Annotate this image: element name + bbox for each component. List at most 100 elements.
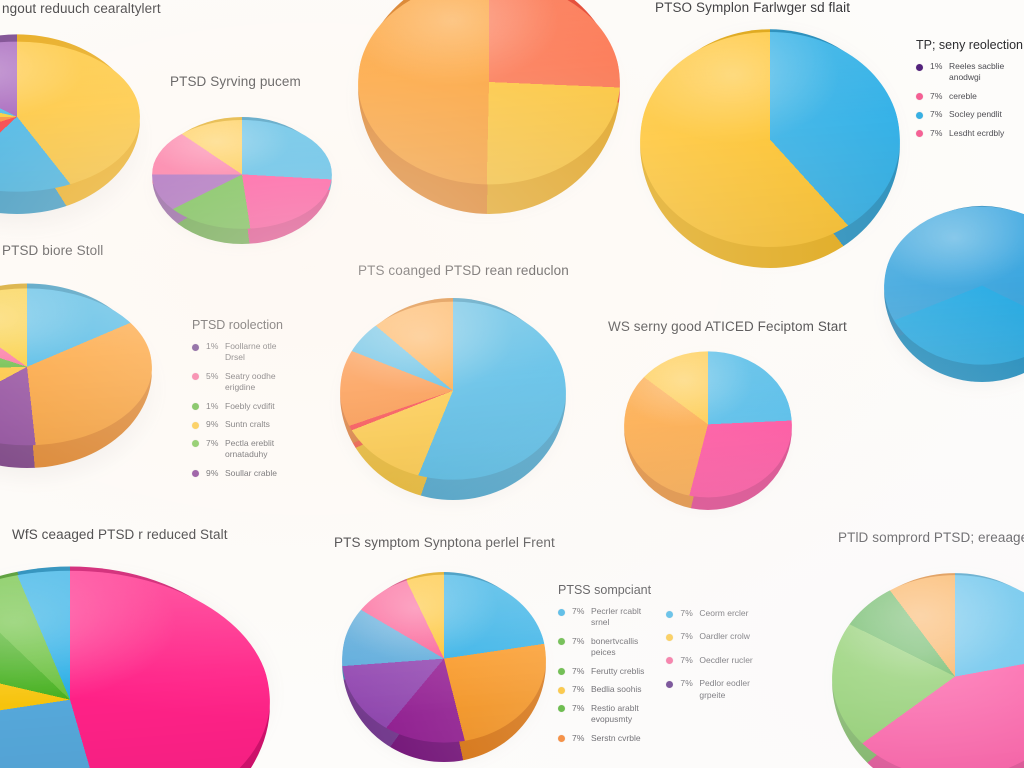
legend-color-swatch [916,63,923,71]
legend-color-swatch [916,93,923,101]
legend-item[interactable]: 5% Seatry oodhe erigdine [192,371,277,394]
legend-label: Serstn cvrble [591,732,641,743]
legend-color-swatch [558,668,565,676]
legend-color-swatch [192,403,199,411]
legend-color-swatch [192,440,199,448]
chart-title-top-left-2: PTSD Syrving pucem [170,74,301,89]
legend-label: bonertvcallis peices [591,635,639,658]
legend-item[interactable]: 1% Reeles sacblie anodwgi [916,61,1004,84]
pie-chart-bottom-center[interactable] [342,562,546,762]
pie-chart-top-left-2[interactable] [152,108,332,244]
pie-chart-top-right[interactable] [640,18,900,268]
chart-title-bottom-center: PTS symptom Synptona perlel Frent [334,535,555,550]
legend-item[interactable]: 9% Soullar crable [192,468,277,479]
legend-item[interactable]: 7% Bedlia soohis [558,684,644,695]
legend-color-swatch [666,680,674,688]
legend-item[interactable]: 7% Pedlor eodler grpeite [666,678,752,701]
pie-chart-mid-center[interactable] [340,288,566,500]
legend-percentage: 7% [206,437,219,448]
legend-item[interactable]: 7% bonertvcallis peices [558,636,644,659]
chart-title-top-right: PTSO Symplon Farlwger sd flait [655,0,851,15]
pie-chart-top-left[interactable] [0,24,140,214]
legend-color-swatch [666,610,674,618]
legend-percentage: 1% [930,61,943,71]
legend-item[interactable]: 7% Pecrler rcablt srnel [558,606,644,629]
legend-label: Suntn cralts [225,419,270,430]
legend-color-swatch [666,657,674,665]
legend-percentage: 7% [930,109,943,120]
pie-chart-right-upper[interactable] [884,196,1024,382]
legend-label: Socley pendlit [949,109,1002,120]
chart-title-mid-center: PTS coanged PTSD rean reduclon [358,263,569,278]
pie-chart-mid-right[interactable] [624,344,792,510]
legend-item[interactable]: 7% Serstn cvrble [558,733,644,744]
legend-color-swatch [558,686,565,694]
legend-color-swatch [192,470,199,478]
legend-item[interactable]: 1% Foebly cvdifit [192,401,277,412]
pie-chart-mid-left[interactable] [0,272,152,468]
legend-title: PTSD roolection [192,318,284,332]
legend-color-swatch [558,705,565,713]
chart-title-bottom-right: PTlD somprord PTSD; ereaage sulr [838,530,1024,545]
legend-item[interactable]: 7% Restio arablt evopusmty [558,703,644,726]
legend-top-right: TP; seny reolection 1% Reeles sacblie ano… [916,38,1023,146]
legend-label: Reeles sacblie anodwgi [949,61,1005,83]
legend-label: Soullar crable [225,467,277,478]
chart-title-top-left: ngout reduuch cearaltylert [2,1,161,16]
chart-title-mid-right: WS serny good ATICED Feciptom Start [608,319,847,334]
chart-title-mid-left: PTSD biore Stoll [2,243,104,258]
legend-label: Bedlia soohis [591,684,642,695]
legend-item[interactable]: 7% Socley pendlit [916,109,1004,120]
legend-percentage: 7% [680,678,694,689]
legend-item[interactable]: 7% Lesdht ecrdbly [916,128,1004,139]
legend-percentage: 7% [572,665,585,676]
legend-percentage: 7% [572,606,585,616]
legend-column-2: 7% Ceorm ercler 7% Oardler crolw 7% Oecd… [666,608,753,751]
pie-chart-bottom-right[interactable] [832,562,1024,768]
legend-item[interactable]: 9% Suntn cralts [192,419,277,430]
pie-chart-bottom-left[interactable] [0,554,270,768]
legend-color-swatch [192,373,199,381]
pie-chart-top-center[interactable] [358,0,620,214]
chart-title-bottom-left: WfS ceaaged PTSD r reduced Stalt [12,527,228,542]
legend-label: Pecrler rcablt srnel [591,606,642,628]
legend-title: TP; seny reolection [916,38,1023,52]
legend-label: Oardler crolw [699,631,750,642]
legend-item[interactable]: 1% Foollarne otle Drsel [192,341,277,364]
legend-column: 1% Foollarne otle Drsel 5% Seatry oodhe er… [192,341,277,486]
legend-item[interactable]: 7% Oecdler rucler [666,654,753,666]
legend-bottom-center: PTSS sompciant 7% Pecrler rcablt srnel 7%… [558,583,753,751]
legend-label: Ceorm ercler [699,608,749,618]
legend-label: Restio arablt evopusmty [591,702,639,725]
legend-percentage: 7% [680,608,694,618]
legend-color-swatch [558,735,565,743]
legend-label: Pedlor eodler grpeite [699,678,750,700]
legend-label: Foollarne otle Drsel [225,341,277,363]
legend-percentage: 7% [572,702,585,713]
legend-percentage: 7% [572,684,585,695]
legend-percentage: 5% [206,370,219,381]
legend-percentage: 7% [572,732,585,743]
legend-item[interactable]: 7% Pectla ereblit ornataduhy [192,438,277,461]
legend-percentage: 7% [930,90,943,101]
legend-color-swatch [666,633,674,641]
legend-label: Ferutty creblis [591,665,645,676]
legend-item[interactable]: 7% Oardler crolw [666,631,752,642]
legend-color-swatch [558,608,565,616]
legend-color-swatch [192,421,199,429]
legend-title: PTSS sompciant [558,583,652,597]
legend-item[interactable]: 7% Ferutty creblis [558,666,644,677]
legend-column: 1% Reeles sacblie anodwgi 7% cereble 7% S… [916,61,1004,146]
legend-percentage: 1% [206,400,219,411]
legend-label: Lesdht ecrdbly [949,127,1005,138]
legend-column-1: 7% Pecrler rcablt srnel 7% bonertvcallis p… [558,606,644,751]
legend-percentage: 7% [572,635,585,646]
legend-item[interactable]: 7% cereble [916,91,1004,102]
legend-item[interactable]: 7% Ceorm ercler [666,608,752,619]
legend-percentage: 9% [206,467,219,478]
legend-percentage: 7% [680,631,694,642]
legend-label: Seatry oodhe erigdine [225,370,276,393]
legend-percentage: 7% [680,654,694,665]
legend-color-swatch [192,343,199,351]
